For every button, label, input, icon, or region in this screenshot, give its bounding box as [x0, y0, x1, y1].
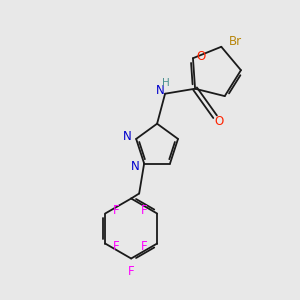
Text: F: F [128, 265, 134, 278]
Text: F: F [113, 240, 119, 253]
Text: H: H [162, 78, 170, 88]
Text: O: O [214, 115, 224, 128]
Text: F: F [113, 204, 119, 217]
Text: N: N [156, 84, 164, 97]
Text: N: N [131, 160, 140, 173]
Text: F: F [141, 240, 147, 253]
Text: Br: Br [229, 35, 242, 48]
Text: F: F [141, 204, 147, 217]
Text: O: O [196, 50, 206, 63]
Text: N: N [123, 130, 131, 143]
